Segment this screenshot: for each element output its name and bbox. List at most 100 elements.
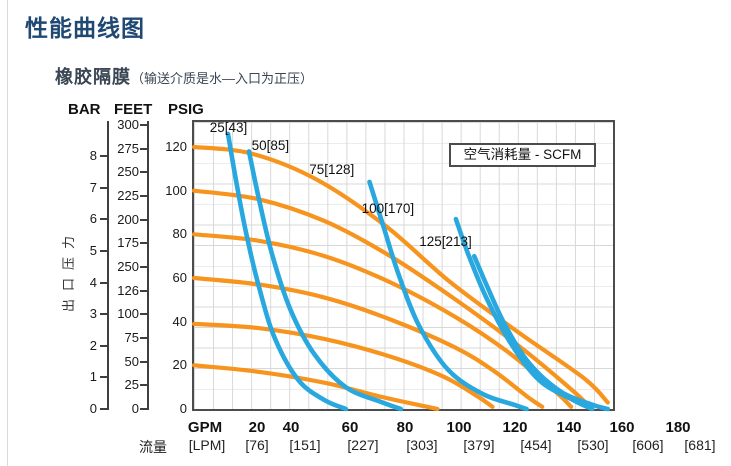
legend-label: 空气消耗量 - SCFM — [463, 147, 582, 162]
psig-tick-label: 120 — [165, 139, 187, 154]
feet-tick — [140, 242, 147, 245]
feet-tick-label: 275 — [117, 140, 139, 156]
x-lpm-label: [379] — [463, 437, 495, 453]
feet-tick-label: 126 — [117, 282, 139, 298]
page-left-border — [7, 0, 8, 466]
feet-tick — [140, 195, 147, 197]
feet-tick-label: 300 — [117, 117, 139, 132]
feet-tick-label: 100 — [117, 306, 139, 322]
x-lpm-label: [LPM] — [188, 437, 226, 453]
feet-tick — [140, 171, 147, 174]
psig-tick-label: 40 — [172, 313, 187, 329]
x-gpm-label: 80 — [396, 419, 414, 436]
feet-tick — [140, 266, 147, 268]
bar-tick-label: 4 — [89, 274, 97, 290]
bar-tick — [100, 408, 107, 410]
bar-tick-label: 6 — [89, 211, 97, 227]
feet-tick-label: 250 — [117, 259, 139, 274]
feet-tick-label: 175 — [117, 235, 139, 251]
feet-tick — [140, 337, 147, 339]
psig-tick-label: 100 — [165, 182, 187, 198]
x-gpm-label: 20 — [248, 419, 266, 436]
scfm-curve-label: 100[170] — [361, 200, 415, 216]
x-lpm-label: [76] — [245, 437, 269, 453]
x-lpm-label: [454] — [520, 437, 552, 453]
feet-tick-label: 50 — [124, 353, 139, 369]
x-lpm-label: [151] — [289, 437, 321, 453]
x-gpm-label: 120 — [502, 419, 528, 436]
feet-tick — [140, 147, 147, 150]
bar-tick — [100, 344, 107, 347]
bar-tick-label: 8 — [89, 148, 97, 163]
feet-tick-label: 250 — [117, 164, 139, 180]
psig-tick-label: 0 — [179, 401, 187, 416]
feet-tick — [140, 384, 147, 387]
x-lpm-label: [681] — [684, 437, 716, 453]
psig-tick-label: 80 — [172, 226, 187, 242]
psig-scale-header: PSIG — [168, 101, 204, 118]
air-consumption-scfm-curve — [367, 179, 529, 412]
bar-scale-header: BAR — [68, 101, 101, 118]
feet-scale-header: FEET — [114, 101, 153, 118]
bar-tick-label: 2 — [89, 337, 97, 353]
curves-svg — [191, 131, 611, 412]
discharge-pressure-curve — [191, 188, 592, 409]
feet-tick-label: 75 — [124, 330, 139, 345]
feet-tick-label: 25 — [124, 377, 139, 393]
feet-tick-label: 0 — [131, 401, 139, 416]
x-gpm-label: 60 — [341, 419, 359, 436]
bar-tick — [100, 376, 107, 379]
chart-subtitle: 橡胶隔膜（输送介质是水—入口为正压） — [55, 63, 313, 89]
diaphragm-type-label: 橡胶隔膜 — [55, 67, 131, 87]
discharge-pressure-curve — [191, 321, 495, 409]
bar-tick — [100, 155, 107, 157]
scfm-curve-label: 75[128] — [309, 161, 355, 177]
discharge-pressure-curve — [191, 363, 440, 412]
psig-tick-label: 60 — [172, 270, 187, 285]
x-gpm-label: 180 — [665, 419, 691, 436]
x-gpm-label: GPM — [187, 419, 223, 436]
feet-tick — [140, 408, 147, 410]
scfm-curve-label: 125[213] — [419, 233, 472, 249]
air-consumption-scfm-curve — [471, 253, 611, 412]
feet-tick-label: 200 — [117, 211, 139, 227]
bar-tick — [100, 186, 107, 189]
x-lpm-label: [530] — [577, 437, 609, 453]
page-title: 性能曲线图 — [25, 15, 145, 41]
feet-tick — [140, 218, 147, 221]
feet-tick — [140, 124, 147, 126]
x-lpm-label: [606] — [632, 437, 664, 453]
feet-tick-label: 225 — [117, 188, 139, 203]
x-lpm-label: [227] — [347, 437, 379, 453]
bar-tick-label: 3 — [89, 306, 97, 322]
x-gpm-label: 40 — [282, 419, 300, 436]
feet-tick — [140, 289, 147, 292]
flow-axis-label: 流量 — [139, 439, 167, 455]
bar-tick-label: 7 — [89, 179, 97, 195]
condition-note: （输送介质是水—入口为正压） — [131, 71, 314, 86]
psig-tick-label: 20 — [172, 357, 187, 373]
air-consumption-scfm-curve — [246, 149, 404, 412]
x-gpm-label: 140 — [556, 419, 582, 436]
air-consumption-scfm-curve — [225, 131, 349, 412]
bar-tick-label: 1 — [89, 369, 97, 385]
scfm-curve-label: 25[43] — [209, 120, 248, 136]
bar-tick — [100, 313, 107, 316]
bar-tick-label: 0 — [89, 401, 97, 416]
legend-box: 空气消耗量 - SCFM — [449, 143, 596, 167]
scfm-curve-label: 50[85] — [251, 137, 290, 153]
feet-tick — [140, 313, 147, 316]
feet-axis-line — [147, 121, 149, 410]
x-gpm-label: 160 — [609, 419, 635, 436]
bar-tick — [100, 249, 107, 252]
discharge-pressure-curve — [191, 144, 610, 405]
x-lpm-label: [303] — [406, 437, 438, 453]
x-gpm-label: 100 — [446, 419, 472, 436]
feet-tick — [140, 360, 147, 363]
bar-tick — [100, 218, 107, 221]
bar-axis-line — [107, 121, 109, 410]
discharge-pressure-curve — [191, 275, 545, 409]
bar-tick-label: 5 — [89, 242, 97, 258]
bar-tick — [100, 281, 107, 284]
